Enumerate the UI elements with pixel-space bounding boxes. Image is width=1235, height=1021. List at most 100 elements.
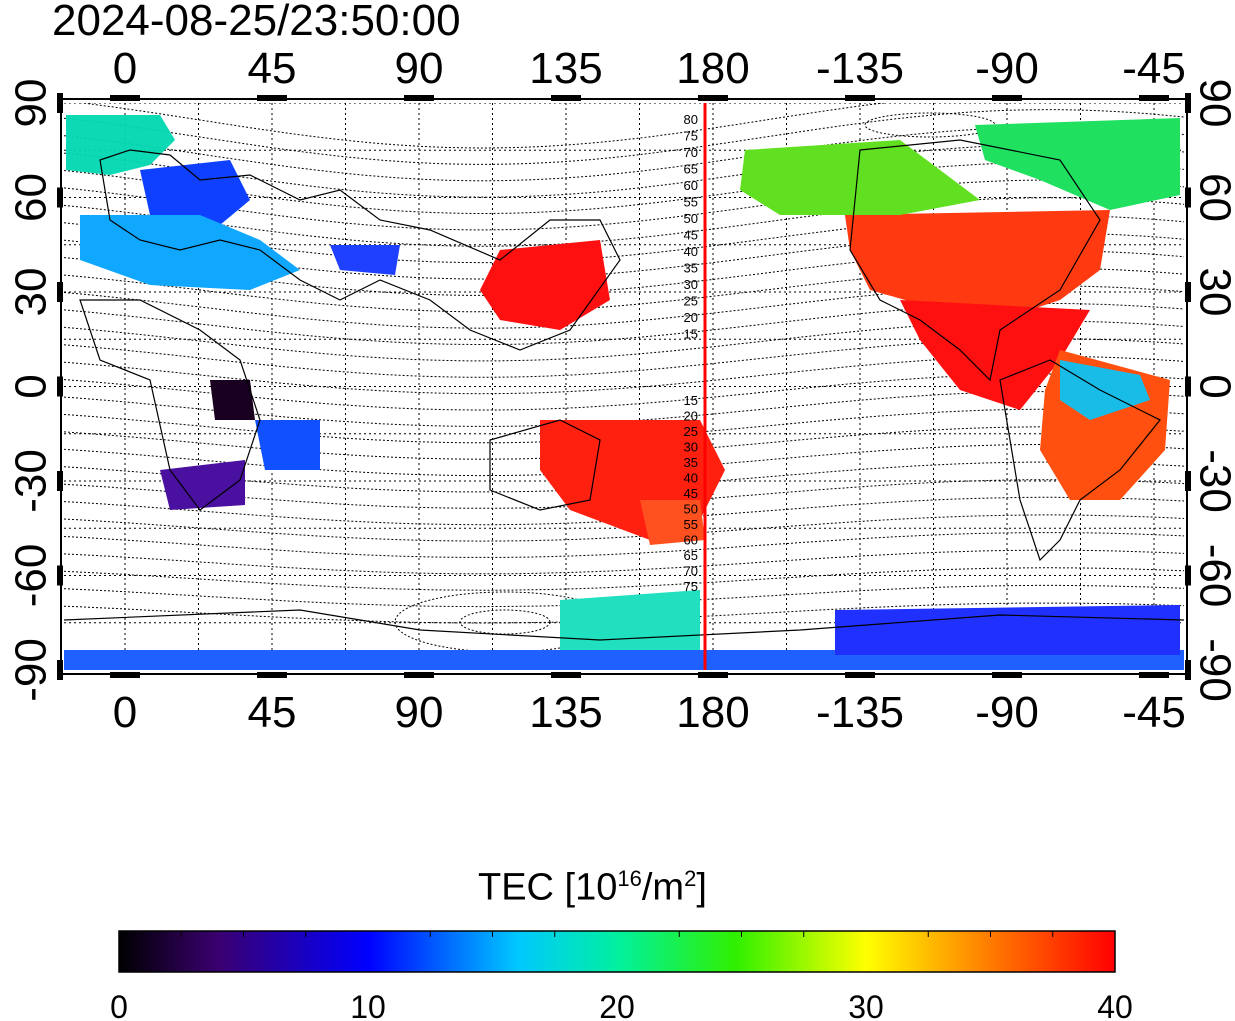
lon-label-top: -90	[975, 44, 1039, 93]
magnetic-contour	[64, 179, 1184, 231]
lat-label-right: 30	[1190, 268, 1235, 317]
lat-tick-left	[57, 93, 63, 113]
lat-tick-right	[1185, 471, 1191, 491]
meridian-label: 45	[684, 228, 698, 243]
lat-label-left: -30	[7, 449, 56, 513]
lat-label-left: 30	[7, 268, 56, 317]
meridian-label: 25	[684, 294, 698, 309]
lat-tick-left	[57, 565, 63, 586]
meridian-label: 70	[684, 564, 698, 579]
tec-patch	[210, 380, 255, 420]
magnetic-contour	[78, 103, 888, 149]
lat-label-left: 0	[7, 374, 56, 398]
tec-data-patches	[64, 115, 1184, 670]
lon-tick-top	[1139, 95, 1169, 101]
lat-label-left: -60	[7, 544, 56, 608]
lat-label-right: -60	[1190, 544, 1235, 608]
lat-label-right: -90	[1190, 638, 1235, 702]
lon-tick-top	[845, 95, 875, 101]
lon-label-bottom: -135	[816, 688, 904, 737]
lon-tick-top	[404, 95, 434, 101]
tec-patch	[835, 605, 1180, 655]
tec-patch	[845, 210, 1110, 320]
lat-tick-right	[1185, 93, 1191, 113]
lon-tick-top	[551, 95, 581, 101]
magnetic-contour	[64, 567, 1184, 591]
lat-tick-left	[57, 282, 63, 302]
magnetic-contour	[64, 162, 1184, 215]
coastlines	[64, 139, 1184, 641]
axes: 0045459090135135180180-135-135-90-90-45-…	[7, 44, 1235, 737]
lat-tick-left	[57, 660, 63, 680]
meridian-label: 55	[684, 517, 698, 532]
magnetic-contour	[64, 126, 1184, 182]
lat-tick-left	[57, 376, 63, 397]
meridian-label: 60	[684, 178, 698, 193]
meridian-label: 70	[684, 145, 698, 160]
lat-tick-right	[1185, 565, 1191, 586]
tec-patch	[330, 245, 400, 275]
meridian-label: 60	[684, 533, 698, 548]
lon-label-top: -135	[816, 44, 904, 93]
lon-label-bottom: 0	[113, 688, 137, 737]
lon-label-bottom: -90	[975, 688, 1039, 737]
lat-tick-left	[57, 471, 63, 491]
lat-tick-right	[1185, 187, 1191, 208]
meridian-label: 25	[684, 424, 698, 439]
colorbar-tick-label: 0	[110, 989, 128, 1021]
colorbar-ticks: 0 10 20 30 40	[110, 931, 1133, 1021]
meridian-label: 50	[684, 211, 698, 226]
meridian-label: 30	[684, 277, 698, 292]
tec-patch	[975, 118, 1180, 210]
tec-patch	[480, 240, 610, 330]
polar-contour	[459, 609, 551, 635]
lon-label-bottom: -45	[1122, 688, 1186, 737]
meridian-label: 50	[684, 502, 698, 517]
meridian-label: 80	[684, 112, 698, 127]
meridian-label: 15	[684, 327, 698, 342]
lon-label-bottom: 45	[248, 688, 297, 737]
tec-patch	[560, 590, 700, 650]
lon-label-top: 180	[676, 44, 749, 93]
lon-tick-bottom	[698, 672, 728, 678]
meridian-label: 45	[684, 486, 698, 501]
timestamp-title: 2024-08-25/23:50:00	[52, 0, 461, 45]
tec-patch	[740, 140, 980, 215]
meridian-label: 35	[684, 261, 698, 276]
lon-tick-bottom	[845, 672, 875, 678]
lon-label-top: -45	[1122, 44, 1186, 93]
magnetic-contour	[64, 514, 1184, 542]
meridian-label: 30	[684, 440, 698, 455]
lon-tick-bottom	[110, 672, 140, 678]
lon-tick-bottom	[551, 672, 581, 678]
lon-tick-top	[110, 95, 140, 101]
lon-tick-top	[257, 95, 287, 101]
lat-label-right: 0	[1190, 374, 1235, 398]
lon-label-top: 135	[529, 44, 602, 93]
tec-patch	[1060, 360, 1150, 420]
lon-tick-top	[698, 95, 728, 101]
lon-label-bottom: 90	[395, 688, 444, 737]
lon-tick-top	[992, 95, 1022, 101]
lon-tick-bottom	[257, 672, 287, 678]
lat-label-left: -90	[7, 638, 56, 702]
lat-label-right: -30	[1190, 449, 1235, 513]
lat-label-right: 90	[1190, 79, 1235, 128]
lon-label-top: 90	[395, 44, 444, 93]
magnetic-contour	[64, 109, 1184, 165]
meridian-label: 20	[684, 310, 698, 325]
magnetic-contour	[64, 532, 1184, 558]
lat-label-left: 60	[7, 173, 56, 222]
colorbar-tick-label: 20	[599, 989, 635, 1021]
colorbar	[118, 930, 1116, 973]
lat-tick-right	[1185, 376, 1191, 397]
colorbar-tick-label: 10	[350, 989, 386, 1021]
lat-tick-right	[1185, 282, 1191, 302]
tec-patch	[66, 115, 175, 175]
colorbar-title: TEC [1016/m2]	[478, 866, 707, 909]
meridian-label: 65	[684, 548, 698, 563]
magnetic-contour	[64, 144, 1184, 198]
meridian-label: 40	[684, 471, 698, 486]
meridian-label: 75	[684, 129, 698, 144]
